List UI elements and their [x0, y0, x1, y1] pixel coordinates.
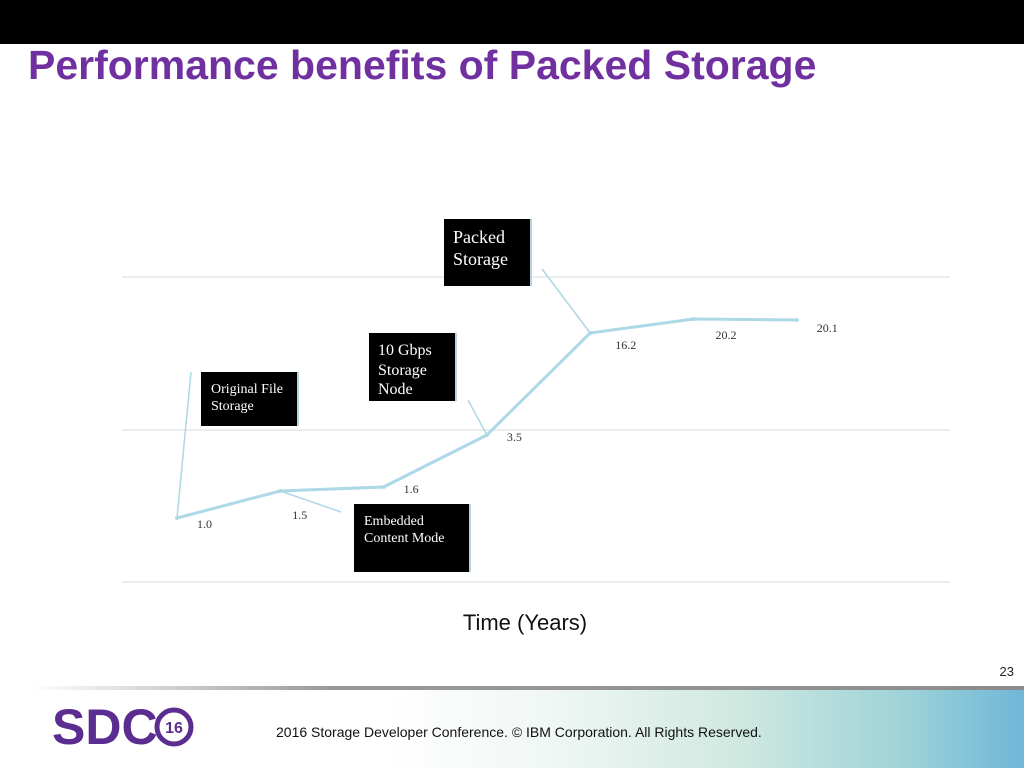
sdc-logo: SDC 16 [52, 700, 194, 755]
data-label: 20.2 [716, 328, 737, 342]
data-label: 16.2 [615, 338, 636, 352]
data-point [794, 318, 799, 322]
callout-box: Embedded Content Mode [354, 504, 471, 572]
slide-number: 23 [999, 664, 1014, 679]
slide-title: Performance benefits of Packed Storage [28, 42, 817, 88]
footer-divider [30, 686, 1024, 690]
data-label: 20.1 [817, 321, 838, 335]
callout-box: Packed Storage [444, 219, 532, 286]
data-point [381, 485, 386, 489]
callout-text: Original File [211, 382, 283, 397]
callout-text: Content Mode [364, 531, 445, 547]
top-bar [0, 0, 1024, 44]
callout-text: Storage [378, 361, 427, 379]
data-point [691, 317, 696, 321]
data-label: 1.6 [404, 482, 419, 496]
x-axis-label: Time (Years) [462, 610, 588, 635]
footer-copyright: 2016 Storage Developer Conference. © IBM… [276, 724, 762, 740]
callout-box: Original File Storage [201, 372, 299, 426]
callout-text: Embedded [364, 514, 424, 529]
callout-text: Storage [453, 248, 508, 269]
callout-connector [541, 268, 591, 334]
callout-text: 10 Gbps [378, 342, 432, 359]
data-label: 3.5 [507, 430, 522, 444]
logo-text: SDC [52, 700, 158, 755]
callout-text: Packed [453, 227, 505, 247]
callout-connector [176, 371, 192, 519]
data-label: 1.0 [197, 517, 212, 531]
data-label: 1.5 [292, 508, 307, 522]
line-chart: 1.0 1.5 1.6 3.5 16.2 20.2 20.1 [122, 268, 950, 583]
callout-connector [467, 399, 488, 436]
callout-box: 10 Gbps Storage Node [369, 333, 457, 401]
callout-text: Node [378, 381, 413, 399]
logo-year: 16 [165, 720, 183, 737]
callout-text: Storage [211, 399, 254, 415]
callout-connector [280, 490, 342, 513]
